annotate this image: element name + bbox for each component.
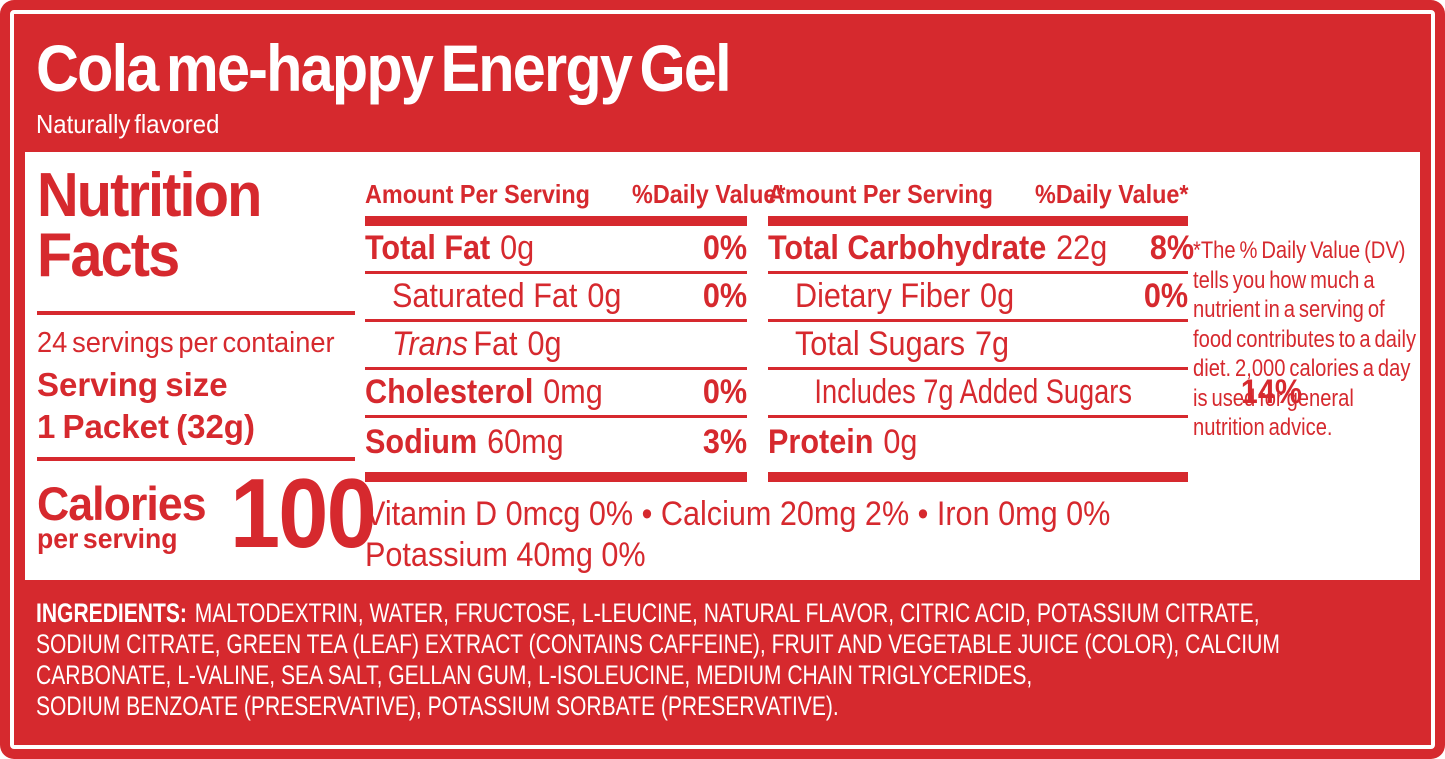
nutrient-amount: 60mg [487, 422, 564, 461]
label-header: Cola me-happy Energy Gel Naturally flavo… [36, 34, 807, 137]
serving-size-value: 1 Packet (32g) [37, 408, 255, 445]
micronutrients: Vitamin D 0mcg 0% • Calcium 20mg 2% • Ir… [365, 494, 1215, 576]
nutrition-facts-title-line2: Facts [37, 221, 180, 290]
amount-per-serving-header: Amount Per Serving [768, 179, 993, 209]
nutrient-amount: 22g [1056, 229, 1108, 267]
nutrient-row-added-sugars: Includes 7g Added Sugars 14% [768, 370, 1302, 418]
nutrient-name: Fat [473, 325, 518, 363]
nutrient-row-dietary-fiber: Dietary Fiber 0g 0% [768, 274, 1188, 322]
ingredients-line: SODIUM BENZOATE (PRESERVATIVE), POTASSIU… [36, 691, 839, 721]
nutrient-daily-value: 8% [1149, 229, 1195, 267]
nutrient-row-total-sugars: Total Sugars 7g [768, 322, 1188, 370]
nutrient-name: Total Carbohydrate [768, 229, 1047, 267]
daily-value-header: %Daily Value* [1034, 179, 1189, 209]
facts-left-column: Nutrition Facts 24 servings per containe… [37, 161, 377, 562]
nutrition-facts-title-line1: Nutrition [37, 161, 262, 230]
nutrient-name-italic: Trans [392, 325, 468, 363]
serving-size-label: Serving size [37, 366, 228, 403]
nutrient-name: Dietary Fiber [795, 277, 971, 315]
ingredients-line: INGREDIENTS: MALTODEXTRIN, WATER, FRUCTOS… [36, 598, 1260, 629]
amount-per-serving-header: Amount Per Serving [365, 179, 590, 209]
nutrient-row-sodium: Sodium 60mg 3% [365, 418, 747, 466]
nutrient-amount: 0g [500, 229, 535, 267]
nutrient-daily-value: 0% [702, 277, 747, 315]
micronutrients-line2: Potassium 40mg 0% [365, 536, 646, 574]
product-title: Cola me-happy Energy Gel [36, 31, 732, 105]
nutrient-daily-value: 0% [702, 229, 747, 267]
calories-labels: Calories per serving [37, 477, 214, 554]
thick-bar [365, 216, 747, 226]
nutrient-amount: 0g [587, 277, 622, 315]
nutrient-amount: 0g [527, 325, 562, 363]
facts-middle-column: Amount Per Serving %Daily Value* Total F… [365, 179, 785, 482]
nutrient-amount: 0mg [543, 373, 603, 411]
nutrient-name: Saturated Fat [392, 277, 578, 315]
calories-value: 100 [230, 458, 377, 568]
ingredients-line: SODIUM CITRATE, GREEN TEA (LEAF) EXTRACT… [36, 629, 1280, 659]
nutrient-row-total-fat: Total Fat 0g 0% [365, 226, 747, 274]
servings-per-container: 24 servings per container [37, 327, 335, 359]
nutrient-daily-value: 0% [1143, 277, 1188, 315]
nutrient-name: Sodium [365, 422, 478, 461]
ingredients-label: INGREDIENTS: [36, 598, 187, 628]
thick-bar [768, 472, 1188, 482]
calories-row: Calories per serving 100 [37, 464, 377, 562]
nutrient-daily-value: 3% [702, 422, 747, 461]
nutrient-name: Total Sugars [795, 325, 966, 363]
column-header: Amount Per Serving %Daily Value* [768, 179, 1189, 210]
divider-rule [37, 311, 355, 315]
nutrient-daily-value: 14% [1240, 373, 1303, 411]
product-subtitle: Naturally flavored [36, 109, 220, 139]
nutrient-name: Includes 7g Added Sugars [814, 373, 1132, 411]
nutrient-name: Total Fat [365, 229, 491, 267]
nutrient-amount: 0g [883, 422, 918, 461]
calories-label: Calories [37, 477, 207, 530]
micronutrients-line1: Vitamin D 0mcg 0% • Calcium 20mg 2% • Ir… [365, 495, 1111, 533]
thick-bar [768, 216, 1188, 226]
nutrition-facts-title: Nutrition Facts [37, 161, 344, 290]
nutrient-row-saturated-fat: Saturated Fat 0g 0% [365, 274, 747, 322]
daily-value-header: %Daily Value* [631, 179, 786, 209]
facts-right-column: Amount Per Serving %Daily Value* Total C… [768, 179, 1302, 482]
nutrient-name: Cholesterol [365, 373, 534, 411]
nutrient-daily-value: 0% [702, 373, 747, 411]
nutrient-name: Protein [768, 422, 874, 461]
nutrient-row-trans-fat: Trans Fat 0g [365, 322, 747, 370]
ingredients-text: MALTODEXTRIN, WATER, FRUCTOSE, L-LEUCINE… [194, 598, 1260, 628]
nutrition-facts-panel: Nutrition Facts 24 servings per containe… [25, 152, 1420, 580]
nutrient-row-total-carbohydrate: Total Carbohydrate 22g 8% [768, 226, 1194, 274]
nutrient-row-protein: Protein 0g [768, 418, 1188, 466]
nutrient-amount: 7g [975, 325, 1010, 363]
ingredients-section: INGREDIENTS: MALTODEXTRIN, WATER, FRUCTOS… [36, 598, 1416, 722]
nutrient-amount: 0g [980, 277, 1015, 315]
divider-rule [37, 457, 355, 461]
calories-sublabel: per serving [37, 523, 178, 554]
ingredients-line: CARBONATE, L-VALINE, SEA SALT, GELLAN GU… [36, 660, 1033, 690]
thick-bar [365, 472, 747, 482]
column-header: Amount Per Serving %Daily Value* [365, 179, 785, 210]
daily-value-footnote: *The % Daily Value (DV) tells you how mu… [1193, 237, 1417, 441]
nutrient-row-cholesterol: Cholesterol 0mg 0% [365, 370, 747, 418]
